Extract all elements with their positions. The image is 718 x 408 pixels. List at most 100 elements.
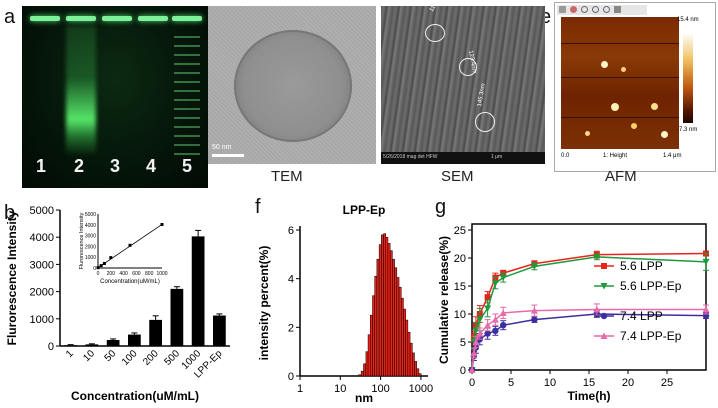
histogram-bar	[385, 237, 389, 377]
tem-image: 50 nm	[208, 6, 376, 164]
x-tick-label: 10	[334, 383, 346, 395]
afm-particle	[651, 103, 658, 110]
hand-icon[interactable]	[570, 6, 577, 13]
afm-particle	[611, 103, 619, 111]
fit-icon[interactable]	[614, 6, 621, 13]
y-axis-title: Cumulative release(%)	[437, 236, 451, 364]
histogram-bar	[403, 308, 406, 377]
histogram-bar	[396, 277, 400, 377]
data-point	[600, 332, 608, 339]
data-point	[472, 327, 480, 335]
zoom-out-icon[interactable]	[603, 6, 610, 13]
series-line	[471, 256, 707, 371]
bar	[64, 345, 77, 346]
y-tick-label: 1000	[30, 314, 54, 326]
bar	[128, 334, 141, 346]
histogram-bar	[381, 234, 384, 377]
inset-y-tick-label: 4000	[85, 223, 96, 229]
data-point	[499, 274, 507, 282]
gel-smear-lane-2	[66, 26, 96, 156]
sem-info-text: 5/26/2018 mag det HFW	[383, 154, 438, 160]
afm-particle	[621, 67, 626, 72]
inset-x-tick-label: 0	[97, 271, 100, 277]
afm-axis-end: 1.4 μm	[663, 153, 682, 159]
tem-scale-bar	[212, 154, 244, 157]
inset-point	[109, 256, 113, 260]
afm-toolbar	[557, 5, 647, 15]
histogram-bar	[394, 267, 398, 377]
x-tick-label: 25	[661, 377, 673, 389]
gel-ladder-lane-5	[174, 36, 200, 156]
data-point	[484, 294, 491, 301]
histogram-bar	[367, 334, 371, 377]
inset-x-tick-label: 800	[145, 271, 154, 277]
x-tick-label: 1	[297, 383, 303, 395]
y-tick-label: 10	[454, 309, 466, 321]
y-tick-label: 4	[288, 274, 294, 286]
data-point	[530, 307, 538, 314]
y-tick-label: 5000	[30, 205, 54, 217]
x-axis-title: nm	[355, 391, 373, 405]
inset-y-tick-label: 3000	[85, 234, 96, 240]
y-tick-label: 0	[288, 371, 294, 383]
afm-caption: AFM	[605, 168, 637, 185]
tem-particle	[234, 30, 352, 142]
afm-particle	[631, 123, 637, 129]
legend-label: 5.6 LPP-Ep	[620, 279, 682, 293]
histogram-bar	[392, 258, 395, 377]
x-tick-label: 1	[64, 348, 76, 360]
histogram-bar	[383, 233, 386, 377]
histogram-bar	[376, 258, 380, 377]
x-tick-label: 10	[81, 348, 97, 364]
x-tick-label: 200	[141, 348, 161, 368]
legend-label: 7.4 LPP-Ep	[620, 329, 682, 343]
data-point	[491, 280, 499, 287]
release-chart: 0 5 10 15 20 25 0 5 10 15 20 25 5.6 LPP 5.6 LPP-Ep 7.4…	[437, 223, 710, 403]
gel-lane-label-4: 4	[146, 156, 157, 176]
y-tick-label: 5	[460, 337, 466, 349]
x-tick-label: 100	[120, 348, 140, 368]
bar	[106, 340, 120, 346]
pencil-icon[interactable]	[559, 6, 566, 13]
panel-letter-a: a	[4, 6, 16, 28]
panel-letter-b: b	[4, 202, 16, 224]
y-tick-label: 2	[288, 322, 294, 334]
series-line	[471, 252, 707, 371]
inset-x-axis-title: Concentration(uM/mL)	[100, 279, 160, 285]
y-tick-label: 2000	[30, 287, 54, 299]
x-tick-label: 5	[508, 377, 514, 389]
histogram-bar	[387, 243, 391, 377]
size-distribution-chart: LPP-Ep 0 2 4 6 1 10 100 1000 intensity percent(%)…	[257, 203, 433, 405]
y-tick-label: 3000	[30, 259, 54, 271]
inset-y-axis-title: Flurorescence Intensity	[79, 212, 85, 269]
inset-x-tick-label: 400	[119, 271, 128, 277]
afm-scan-line	[561, 43, 679, 44]
afm-scan-line	[561, 117, 679, 118]
histogram-bar	[407, 331, 411, 377]
histogram-bar	[412, 352, 415, 377]
afm-colorbar-max: 15.4 nm	[677, 17, 699, 23]
x-tick-label: 1000	[409, 383, 433, 395]
inset-x-tick-label: 200	[107, 271, 116, 277]
zoom-icon[interactable]	[581, 6, 588, 13]
zoom-in-icon[interactable]	[592, 6, 599, 13]
data-point	[470, 349, 478, 357]
data-point	[484, 305, 492, 312]
data-point	[702, 258, 710, 266]
sem-particle-circle-1	[425, 24, 445, 42]
afm-axis-start: 0.0	[561, 153, 570, 159]
y-tick-label: 0	[48, 341, 54, 353]
y-axis-title: intensity percent(%)	[257, 246, 271, 361]
histogram-bar	[414, 361, 417, 377]
inset-point	[99, 264, 103, 268]
x-tick-label: 15	[583, 377, 595, 389]
x-axis-title: Concentration(uM/mL)	[71, 389, 199, 403]
bar	[191, 236, 205, 346]
histogram-bar	[374, 275, 378, 377]
inset-point	[96, 266, 100, 270]
sem-info-bar: 5/26/2018 mag det HFW 1 μm	[381, 152, 545, 164]
y-axis-title: Flurorescence Intensity	[5, 210, 19, 345]
tem-caption: TEM	[271, 168, 303, 185]
histogram-bar	[365, 351, 369, 377]
